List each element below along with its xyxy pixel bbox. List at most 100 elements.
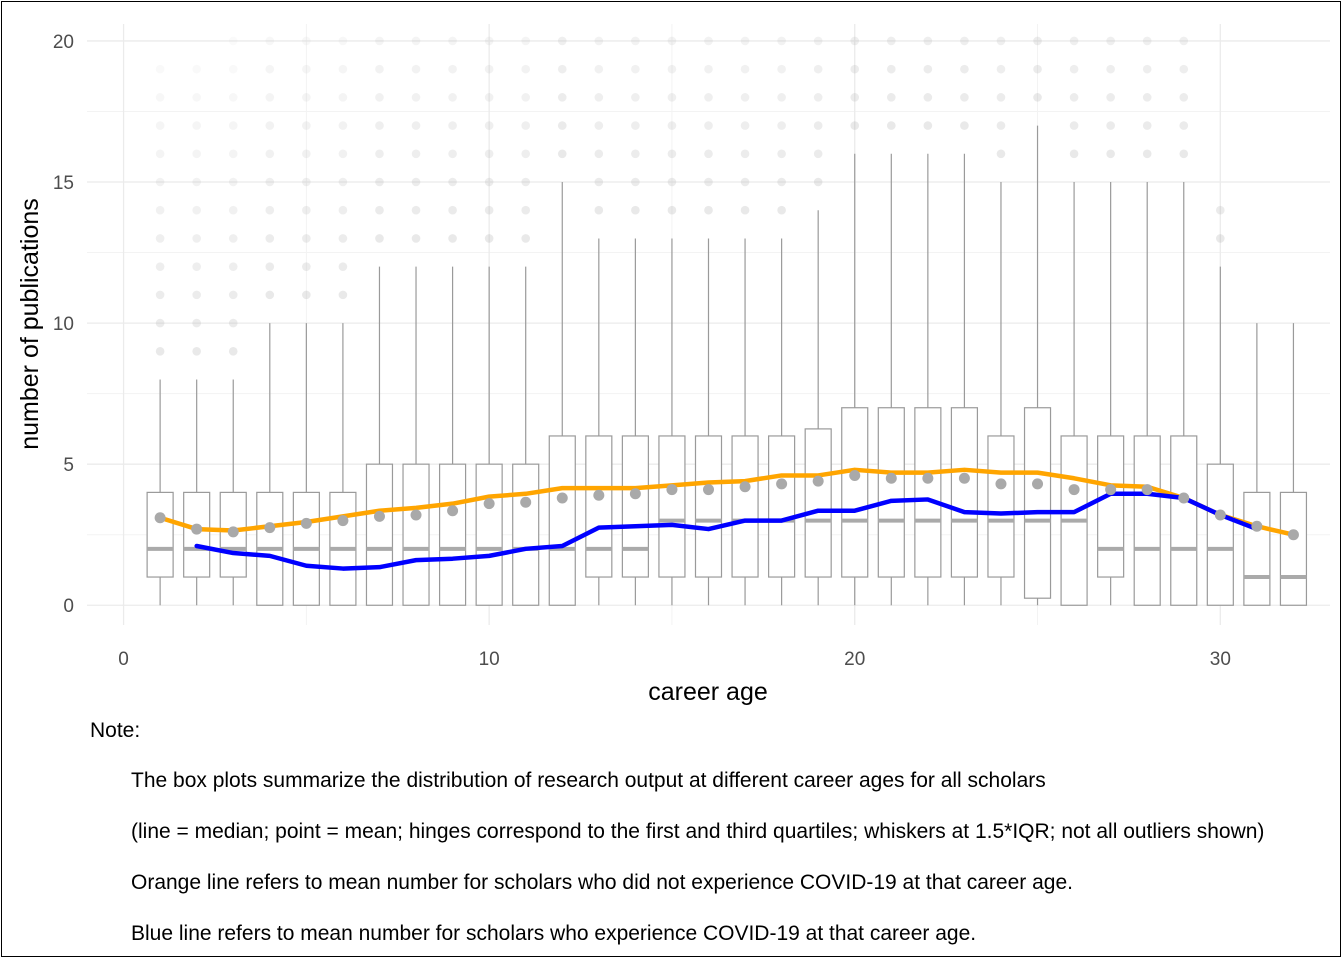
mean-point — [849, 469, 861, 481]
box-hinge — [475, 463, 503, 606]
y-tick-label: 10 — [53, 314, 74, 335]
outlier-point — [265, 234, 275, 243]
outlier-point — [631, 64, 640, 74]
outlier-point — [850, 36, 860, 46]
mean-point — [995, 478, 1007, 490]
box-hinge — [877, 407, 905, 578]
mean-point — [812, 475, 824, 487]
mean-point — [1141, 484, 1153, 496]
mean-point — [520, 496, 532, 508]
outlier-point — [777, 64, 786, 74]
outlier-point — [521, 149, 531, 159]
outlier-point — [777, 205, 786, 215]
mean-point — [1178, 492, 1190, 504]
outlier-point — [667, 149, 677, 159]
outlier-point — [1142, 121, 1152, 130]
outlier-point — [813, 177, 823, 187]
outlier-point — [1069, 93, 1079, 102]
outlier-point — [1216, 234, 1225, 243]
mean-point — [1068, 484, 1080, 496]
box-hinge — [1023, 407, 1052, 599]
box-hinge — [1243, 491, 1271, 606]
outlier-point — [265, 262, 275, 271]
box-hinge — [914, 407, 942, 578]
mean-point — [776, 478, 788, 490]
x-tick-label: 20 — [844, 649, 865, 670]
outlier-point — [265, 36, 275, 46]
mean-point — [337, 515, 349, 527]
outlier-point — [228, 290, 238, 300]
mean-point — [1251, 520, 1263, 532]
outlier-point — [448, 177, 457, 187]
mean-point — [154, 512, 166, 524]
outlier-point — [338, 177, 348, 187]
outlier-point — [155, 234, 165, 243]
outlier-point — [192, 234, 201, 243]
mean-point — [1105, 484, 1117, 496]
outlier-point — [740, 149, 750, 159]
outlier-point — [448, 93, 457, 102]
outlier-point — [777, 93, 786, 102]
outlier-point — [521, 205, 531, 215]
outlier-point — [411, 149, 421, 159]
outlier-point — [228, 36, 238, 46]
outlier-point — [192, 177, 201, 187]
outlier-point — [338, 290, 348, 300]
outlier-point — [484, 93, 494, 102]
outlier-point — [228, 262, 238, 271]
outlier-point — [411, 234, 421, 243]
outlier-point — [960, 121, 969, 130]
outlier-point — [557, 121, 567, 130]
outlier-point — [704, 93, 713, 102]
outlier-point — [192, 205, 201, 215]
box-hinge — [621, 435, 649, 578]
box-hinge — [365, 463, 394, 606]
outlier-point — [631, 121, 640, 130]
outlier-point — [302, 121, 311, 130]
outlier-point — [302, 262, 311, 271]
outlier-point — [302, 64, 311, 74]
outlier-point — [375, 36, 384, 46]
outlier-point — [813, 64, 823, 74]
outlier-point — [302, 177, 311, 187]
outlier-point — [594, 177, 604, 187]
outlier-point — [594, 121, 604, 130]
box-hinge — [731, 435, 759, 578]
outlier-point — [338, 36, 348, 46]
y-tick-label: 15 — [53, 173, 74, 194]
x-axis-title: career age — [648, 678, 768, 706]
mean-point — [300, 517, 312, 529]
outlier-point — [521, 177, 531, 187]
outlier-point — [704, 149, 713, 159]
outlier-point — [265, 205, 275, 215]
outlier-point — [521, 64, 531, 74]
outlier-point — [667, 121, 677, 130]
outlier-point — [1142, 64, 1152, 74]
outlier-point — [813, 93, 823, 102]
mean-point — [629, 488, 641, 500]
box-hinge — [146, 491, 174, 578]
outlier-point — [228, 149, 238, 159]
blue-mean-line — [194, 491, 1260, 571]
boxes — [146, 125, 1308, 606]
outlier-point — [484, 177, 494, 187]
outlier-point — [1106, 93, 1115, 102]
outlier-point — [777, 121, 786, 130]
x-tick-label: 30 — [1210, 649, 1231, 670]
outlier-point — [1106, 36, 1115, 46]
outlier-point — [155, 262, 165, 271]
outlier-point — [302, 36, 311, 46]
outlier-point — [740, 93, 750, 102]
mean-point — [447, 505, 459, 517]
outlier-point — [448, 149, 457, 159]
x-tick-label: 10 — [479, 649, 500, 670]
outlier-point — [302, 234, 311, 243]
outlier-point — [594, 149, 604, 159]
outlier-point — [1216, 205, 1225, 215]
outlier-point — [192, 93, 201, 102]
outlier-point — [557, 64, 567, 74]
outlier-point — [1142, 149, 1152, 159]
outlier-point — [1142, 36, 1152, 46]
